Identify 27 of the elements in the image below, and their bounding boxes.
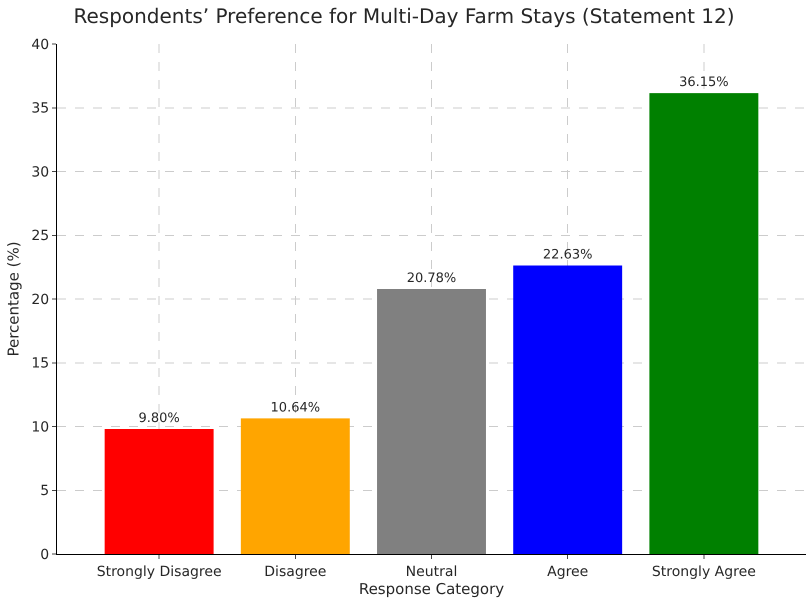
x-tick-label: Agree bbox=[547, 564, 588, 580]
y-tick-label: 40 bbox=[31, 36, 50, 53]
y-tick-label: 0 bbox=[40, 546, 50, 563]
data-label: 36.15% bbox=[679, 75, 729, 90]
y-axis-title: Percentage (%) bbox=[4, 241, 23, 357]
x-axis-title: Response Category bbox=[358, 580, 504, 598]
y-tick-label: 5 bbox=[40, 483, 50, 500]
bar bbox=[377, 289, 486, 554]
x-tick-label: Disagree bbox=[264, 564, 326, 580]
data-label: 10.64% bbox=[270, 400, 320, 416]
chart-title: Respondents’ Preference for Multi-Day Farm Stays (Statement 12) bbox=[73, 4, 735, 28]
bar bbox=[104, 429, 214, 554]
data-label: 22.63% bbox=[542, 247, 592, 262]
y-tick-label: 35 bbox=[31, 100, 50, 117]
x-tick-label: Neutral bbox=[406, 564, 458, 580]
y-tick-label: 25 bbox=[31, 228, 50, 244]
y-tick-label: 30 bbox=[31, 164, 50, 180]
bar bbox=[240, 418, 350, 554]
bar bbox=[513, 265, 622, 554]
data-label: 20.78% bbox=[406, 271, 456, 286]
y-tick-label: 20 bbox=[31, 292, 50, 308]
bar bbox=[649, 93, 758, 554]
x-tick-label: Strongly Disagree bbox=[96, 564, 222, 580]
x-tick-label: Strongly Agree bbox=[652, 564, 756, 580]
data-label: 9.80% bbox=[138, 411, 180, 426]
y-tick-label: 10 bbox=[31, 419, 50, 436]
y-tick-label: 15 bbox=[31, 356, 50, 372]
